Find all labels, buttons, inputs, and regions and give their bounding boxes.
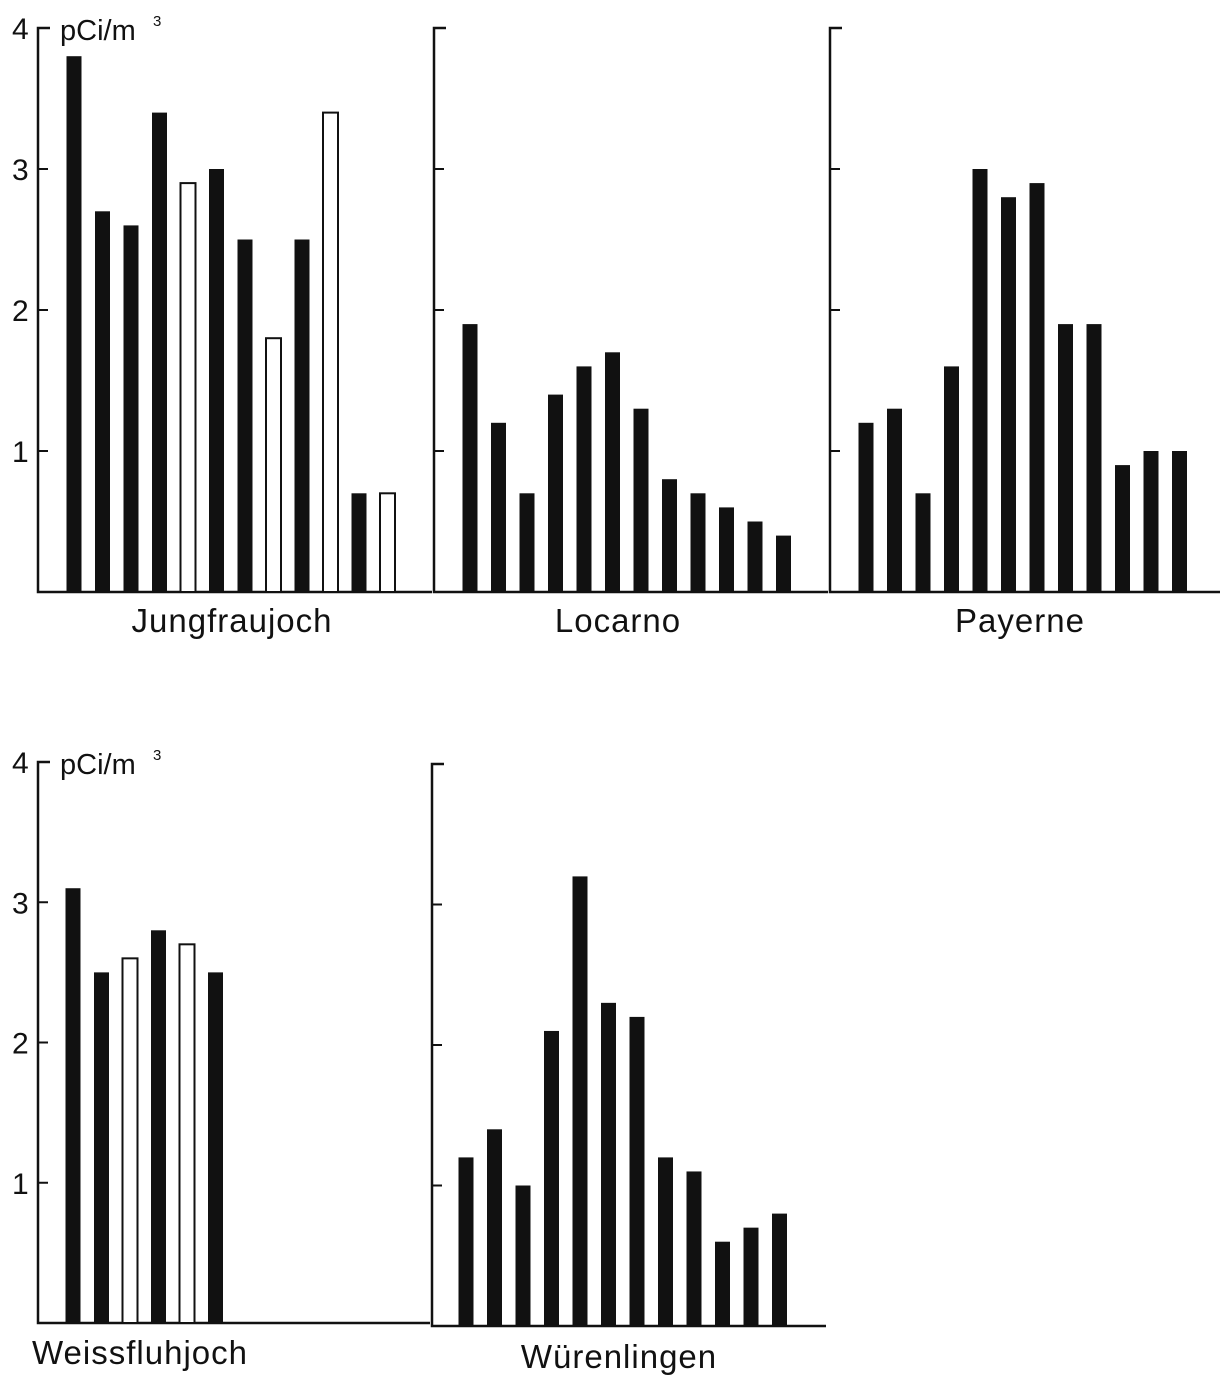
bar-filled <box>1058 324 1073 592</box>
bar-filled <box>94 972 109 1323</box>
bar-filled <box>715 1241 730 1326</box>
y-tick-label: 1 <box>12 1168 29 1201</box>
bar-filled <box>66 56 82 592</box>
bar-filled <box>858 422 874 592</box>
bar-filled <box>776 535 791 592</box>
station-panel: Payerne <box>828 26 1220 639</box>
y-tick-label: 4 <box>12 747 29 780</box>
bar-filled <box>237 239 253 592</box>
bar-filled <box>65 888 81 1323</box>
bar-filled <box>944 366 959 592</box>
bar-filled <box>1172 451 1187 592</box>
station-label: Würenlingen <box>521 1338 717 1375</box>
bar-filled <box>151 930 166 1323</box>
bar-filled <box>686 1171 702 1326</box>
bar-filled <box>1001 197 1016 592</box>
bar-filled <box>605 352 620 592</box>
bar-filled <box>462 324 478 592</box>
bar-filled <box>743 1227 759 1326</box>
bar-open <box>179 182 197 593</box>
y-axis-unit-label: pCi/m <box>60 15 136 47</box>
y-tick-label: 2 <box>12 1028 29 1061</box>
bar-filled <box>887 408 902 592</box>
bar-filled <box>548 394 563 592</box>
bar-filled <box>915 493 931 592</box>
bar-filled <box>972 169 988 592</box>
station-panel: Würenlingen <box>430 762 826 1375</box>
bar-filled <box>719 507 734 592</box>
bar-filled <box>209 169 224 592</box>
y-tick-label: 3 <box>12 887 29 920</box>
station-label: Locarno <box>555 602 681 639</box>
bar-filled <box>747 521 763 592</box>
bar-filled <box>351 493 367 592</box>
y-tick-label: 3 <box>12 154 29 187</box>
bar-filled <box>208 972 223 1323</box>
station-panel: Locarno <box>432 26 828 639</box>
bar-filled <box>515 1185 531 1326</box>
bar-filled <box>572 876 588 1326</box>
station-label: Jungfraujoch <box>132 602 333 639</box>
station-label: Payerne <box>955 602 1085 639</box>
bar-filled <box>519 493 535 592</box>
bar-filled <box>690 493 706 592</box>
y-tick-label: 4 <box>12 13 29 46</box>
bar-filled <box>772 1213 787 1326</box>
bar-open <box>379 492 396 593</box>
bar-filled <box>458 1157 474 1326</box>
station-label: Weissfluhjoch <box>32 1334 248 1371</box>
station-panel: 1 2 3 4 pCi/m 3 Weissfluhjoch <box>12 747 430 1371</box>
y-tick-label: 2 <box>12 295 29 328</box>
bar-filled <box>633 408 649 592</box>
bar-filled <box>123 225 139 592</box>
bar-filled <box>152 112 167 592</box>
bar-filled <box>658 1157 673 1326</box>
bar-filled <box>1086 324 1102 592</box>
bar-filled <box>662 479 677 592</box>
y-axis-unit-label: pCi/m <box>60 749 136 781</box>
bar-filled <box>487 1129 502 1326</box>
y-axis-unit-exponent: 3 <box>153 13 161 30</box>
bar-filled <box>1029 183 1045 592</box>
bar-filled <box>1115 465 1130 592</box>
bar-open <box>322 111 339 593</box>
bar-filled <box>491 422 506 592</box>
bar-open <box>121 957 139 1324</box>
bar-open <box>265 337 282 594</box>
bar-filled <box>1143 451 1159 592</box>
bar-filled <box>629 1016 645 1326</box>
bar-open <box>178 943 196 1324</box>
bar-filled <box>576 366 592 592</box>
bar-filled <box>544 1030 559 1326</box>
y-axis-unit-exponent: 3 <box>153 747 161 764</box>
station-panel: 1 2 3 4 pCi/m 3 Jungfraujoch <box>12 13 432 639</box>
bar-filled <box>601 1002 616 1326</box>
bar-filled <box>294 239 310 592</box>
y-tick-label: 1 <box>12 436 29 469</box>
bar-filled <box>95 211 110 593</box>
